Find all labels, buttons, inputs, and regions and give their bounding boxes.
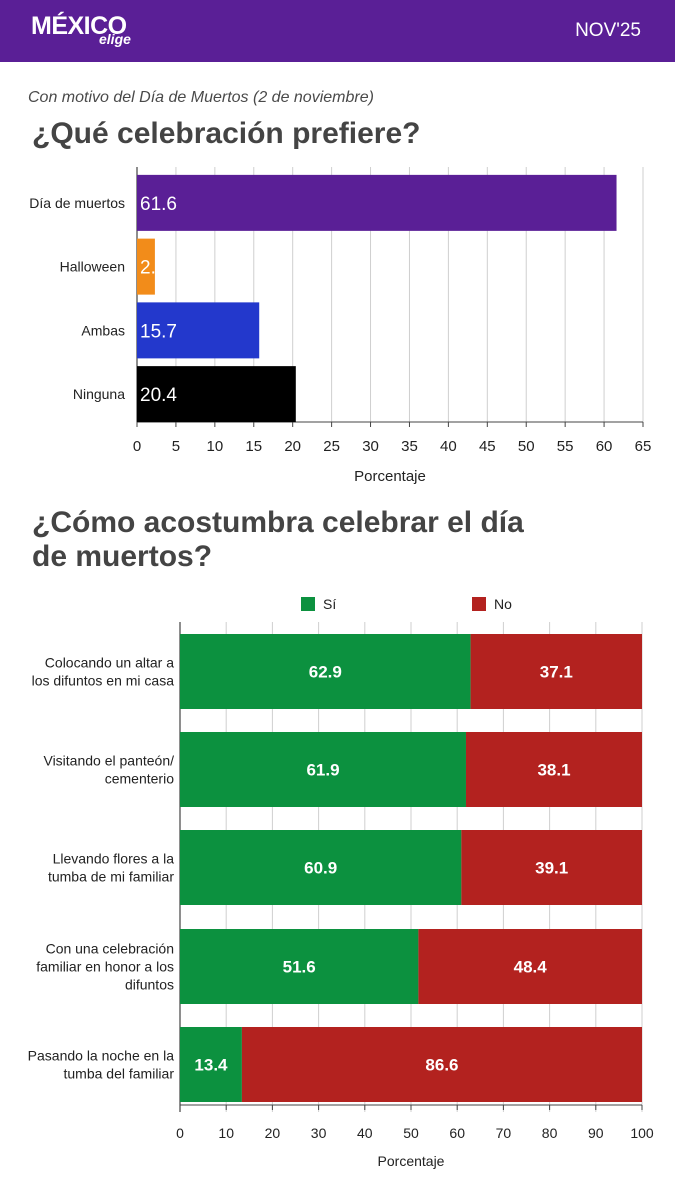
x-axis-title: Porcentaje [354, 468, 426, 485]
x-tick-label: 25 [323, 438, 340, 455]
x-tick-label: 20 [284, 438, 301, 455]
category-label: Visitando el panteón/ [43, 753, 174, 769]
bar [137, 238, 155, 295]
category-label: difuntos [125, 977, 174, 993]
category-label: Halloween [60, 259, 125, 275]
data-label: 38.1 [537, 761, 570, 780]
category-label: tumba de mi familiar [48, 869, 174, 885]
category-label: Ambas [81, 322, 125, 338]
chart1-title: ¿Qué celebración prefiere? [32, 117, 421, 150]
x-tick-label: 70 [496, 1125, 512, 1141]
x-tick-label: 30 [311, 1125, 327, 1141]
bar-segment [241, 1027, 642, 1102]
bar [137, 174, 617, 231]
logo-text: MÉXICO [31, 12, 127, 40]
bar-segment [418, 929, 642, 1004]
x-tick-label: 45 [479, 438, 496, 455]
x-tick-label: 10 [207, 438, 224, 455]
data-label: 15.7 [140, 321, 177, 342]
x-tick-label: 50 [403, 1125, 419, 1141]
logo-subtext: elige [99, 31, 131, 47]
x-tick-label: 40 [357, 1125, 373, 1141]
x-tick-label: 0 [176, 1125, 184, 1141]
legend-swatch [301, 597, 315, 611]
x-tick-label: 100 [630, 1125, 654, 1141]
bar-segment [461, 830, 642, 905]
category-label: tumba del familiar [64, 1066, 175, 1082]
data-label: 48.4 [514, 958, 548, 977]
bar-segment [180, 1027, 242, 1102]
x-tick-label: 10 [218, 1125, 234, 1141]
category-label: Con una celebración [46, 941, 174, 957]
x-tick-label: 35 [401, 438, 418, 455]
x-tick-label: 60 [596, 438, 613, 455]
category-label: Ninguna [73, 386, 125, 402]
bar-segment [180, 929, 419, 1004]
header-bar: MÉXICO elige NOV'25 [0, 0, 675, 62]
x-tick-label: 40 [440, 438, 457, 455]
data-label: 60.9 [304, 859, 337, 878]
x-tick-label: 65 [635, 438, 652, 455]
data-label: 51.6 [283, 958, 316, 977]
category-label: familiar en honor a los [36, 959, 174, 975]
category-label: los difuntos en mi casa [32, 673, 175, 689]
legend-label: Sí [323, 596, 336, 612]
data-label: 62.9 [309, 663, 342, 682]
legend-label: No [494, 596, 512, 612]
x-tick-label: 5 [172, 438, 180, 455]
data-label: 37.1 [540, 663, 573, 682]
data-label: 20.4 [140, 385, 177, 406]
data-label: 2.3 [140, 258, 166, 279]
legend-swatch [472, 597, 486, 611]
category-label: Colocando un altar a [45, 655, 174, 671]
x-tick-label: 90 [588, 1125, 604, 1141]
bar-segment [180, 732, 466, 807]
category-label: Día de muertos [29, 195, 125, 211]
chart2-title: ¿Cómo acostumbra celebrar el día de muer… [32, 506, 524, 573]
category-label: cementerio [105, 771, 174, 787]
x-tick-label: 30 [362, 438, 379, 455]
x-tick-label: 80 [542, 1125, 558, 1141]
x-tick-label: 50 [518, 438, 535, 455]
data-label: 61.6 [140, 194, 177, 215]
subtitle: Con motivo del Día de Muertos (2 de novi… [28, 89, 374, 106]
bar-segment [180, 634, 471, 709]
data-label: 61.9 [306, 761, 339, 780]
data-label: 39.1 [535, 859, 568, 878]
category-label: Pasando la noche en la [28, 1048, 175, 1064]
bar [137, 366, 296, 423]
bar-segment [180, 830, 462, 905]
x-tick-label: 20 [265, 1125, 281, 1141]
x-axis-title: Porcentaje [378, 1153, 445, 1169]
bar [137, 302, 260, 359]
bar-segment [465, 732, 642, 807]
data-label: 86.6 [425, 1056, 458, 1075]
x-tick-label: 15 [245, 438, 262, 455]
bar-segment [470, 634, 642, 709]
x-tick-label: 60 [449, 1125, 465, 1141]
data-label: 13.4 [194, 1056, 228, 1075]
category-label: Llevando flores a la [53, 851, 175, 867]
date-label: NOV'25 [575, 20, 641, 41]
x-tick-label: 55 [557, 438, 574, 455]
x-tick-label: 0 [133, 438, 141, 455]
